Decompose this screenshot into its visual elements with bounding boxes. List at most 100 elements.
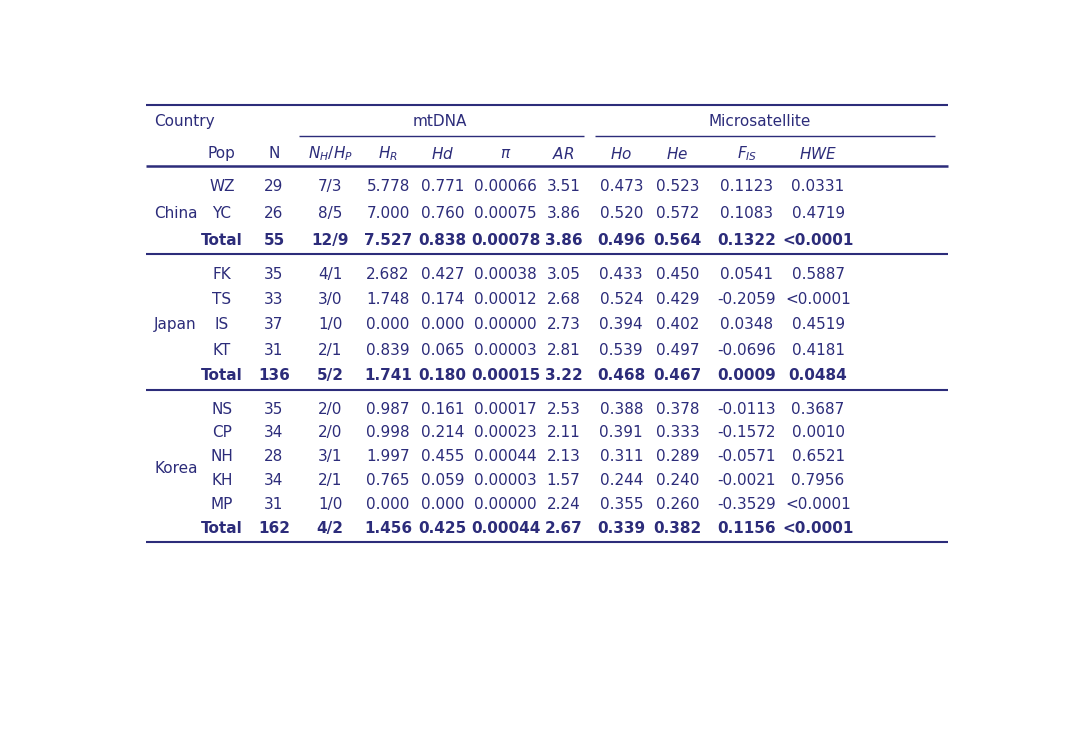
Text: 0.0331: 0.0331 [792,179,845,194]
Text: Total: Total [201,521,242,536]
Text: 0.0484: 0.0484 [789,368,847,383]
Text: 29: 29 [265,179,284,194]
Text: 0.1156: 0.1156 [718,521,777,536]
Text: 0.378: 0.378 [656,401,699,417]
Text: 0.1083: 0.1083 [720,206,774,221]
Text: 0.00015: 0.00015 [471,368,540,383]
Text: 0.5887: 0.5887 [792,266,845,282]
Text: <0.0001: <0.0001 [782,233,854,248]
Text: 0.539: 0.539 [600,343,643,357]
Text: MP: MP [210,497,233,512]
Text: <0.0001: <0.0001 [785,497,851,512]
Text: WZ: WZ [209,179,235,194]
Text: 0.355: 0.355 [600,497,643,512]
Text: 2/0: 2/0 [318,425,343,440]
Text: 1.456: 1.456 [364,521,412,536]
Text: 0.059: 0.059 [420,473,464,488]
Text: 0.382: 0.382 [653,521,702,536]
Text: 0.1123: 0.1123 [720,179,774,194]
Text: 0.4181: 0.4181 [792,343,845,357]
Text: Total: Total [201,368,242,383]
Text: 34: 34 [265,473,284,488]
Text: -0.0113: -0.0113 [718,401,777,417]
Text: 0.333: 0.333 [655,425,699,440]
Text: CP: CP [212,425,232,440]
Text: 0.289: 0.289 [656,449,699,464]
Text: 35: 35 [265,266,284,282]
Text: 0.1322: 0.1322 [717,233,777,248]
Text: $H_R$: $H_R$ [378,145,398,163]
Text: 0.00003: 0.00003 [474,343,537,357]
Text: 0.520: 0.520 [600,206,643,221]
Text: 1.57: 1.57 [546,473,580,488]
Text: 2.11: 2.11 [546,425,580,440]
Text: 2/1: 2/1 [318,343,343,357]
Text: 0.065: 0.065 [420,343,464,357]
Text: 0.6521: 0.6521 [792,449,845,464]
Text: 0.260: 0.260 [656,497,699,512]
Text: 0.240: 0.240 [656,473,699,488]
Text: 3/1: 3/1 [318,449,343,464]
Text: 2.81: 2.81 [546,343,580,357]
Text: 7/3: 7/3 [318,179,343,194]
Text: 3.22: 3.22 [544,368,583,383]
Text: 0.765: 0.765 [366,473,410,488]
Text: 37: 37 [265,317,284,333]
Text: 0.427: 0.427 [421,266,464,282]
Text: 3.86: 3.86 [546,206,580,221]
Text: 0.433: 0.433 [600,266,643,282]
Text: -0.0021: -0.0021 [718,473,776,488]
Text: 0.00003: 0.00003 [474,473,537,488]
Text: 0.455: 0.455 [421,449,464,464]
Text: 1/0: 1/0 [318,497,343,512]
Text: -0.0571: -0.0571 [718,449,776,464]
Text: Korea: Korea [154,461,197,476]
Text: 2/0: 2/0 [318,401,343,417]
Text: 0.000: 0.000 [366,497,410,512]
Text: 136: 136 [258,368,290,383]
Text: 0.000: 0.000 [421,497,464,512]
Text: 33: 33 [265,292,284,307]
Text: 0.00078: 0.00078 [471,233,540,248]
Text: 0.00075: 0.00075 [474,206,537,221]
Text: $AR$: $AR$ [553,145,574,161]
Text: 0.388: 0.388 [600,401,643,417]
Text: 2/1: 2/1 [318,473,343,488]
Text: 0.391: 0.391 [600,425,643,440]
Text: 3.86: 3.86 [544,233,583,248]
Text: 2.68: 2.68 [546,292,580,307]
Text: 26: 26 [265,206,284,221]
Text: 0.7956: 0.7956 [792,473,845,488]
Text: 3.05: 3.05 [546,266,580,282]
Text: 3/0: 3/0 [318,292,343,307]
Text: KH: KH [211,473,233,488]
Text: 2.53: 2.53 [546,401,580,417]
Text: 1/0: 1/0 [318,317,343,333]
Text: Microsatellite: Microsatellite [708,115,811,129]
Text: 0.00044: 0.00044 [474,449,537,464]
Text: 0.496: 0.496 [598,233,646,248]
Text: 0.450: 0.450 [656,266,699,282]
Text: 0.0009: 0.0009 [718,368,777,383]
Text: 1.741: 1.741 [364,368,412,383]
Text: <0.0001: <0.0001 [785,292,851,307]
Text: -0.2059: -0.2059 [718,292,777,307]
Text: 0.394: 0.394 [600,317,643,333]
Text: 0.524: 0.524 [600,292,643,307]
Text: 8/5: 8/5 [318,206,343,221]
Text: TS: TS [212,292,232,307]
Text: 4/2: 4/2 [317,521,344,536]
Text: 4/1: 4/1 [318,266,343,282]
Text: 1.748: 1.748 [366,292,410,307]
Text: 31: 31 [265,343,284,357]
Text: mtDNA: mtDNA [412,115,466,129]
Text: 3.51: 3.51 [546,179,580,194]
Text: 0.467: 0.467 [653,368,702,383]
Text: 1.997: 1.997 [366,449,410,464]
Text: 0.00000: 0.00000 [474,497,537,512]
Text: <0.0001: <0.0001 [782,521,854,536]
Text: $F_{IS}$: $F_{IS}$ [737,145,758,163]
Text: $HWE$: $HWE$ [799,145,838,161]
Text: 2.24: 2.24 [546,497,580,512]
Text: 7.000: 7.000 [366,206,410,221]
